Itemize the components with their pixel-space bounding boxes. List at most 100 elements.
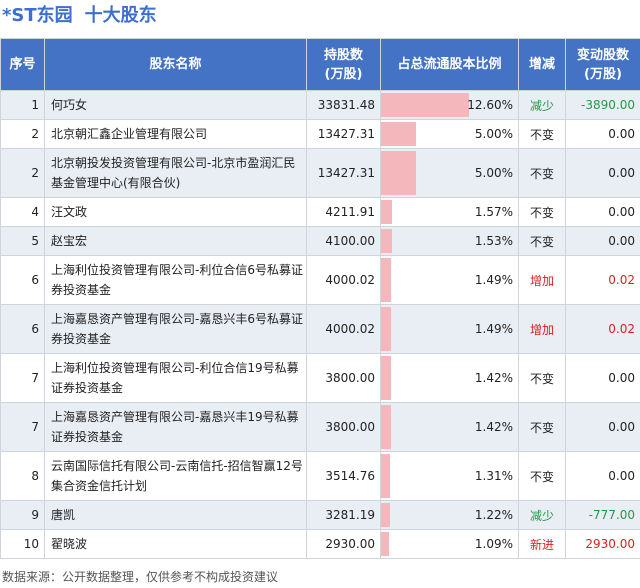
- share-change: -3890.00: [565, 90, 640, 120]
- ratio-value: 5.00%: [474, 166, 513, 180]
- change-status: 不变: [518, 148, 566, 198]
- share-change: 0.02: [565, 255, 640, 305]
- table-row: 7 上海嘉恳资产管理有限公司-嘉恳兴丰19号私募证券投资基金 3800.00 1.42…: [0, 402, 640, 452]
- share-change: 0.00: [565, 402, 640, 452]
- shareholder-name: 上海利位投资管理有限公司-利位合信19号私募证券投资基金: [44, 353, 307, 403]
- row-index: 7: [0, 402, 45, 452]
- row-index: 6: [0, 304, 45, 354]
- share-change: 0.00: [565, 197, 640, 227]
- ratio-cell: 1.49%: [380, 255, 519, 305]
- shares-held: 4000.02: [306, 304, 381, 354]
- shareholder-name: 汪文政: [44, 197, 307, 227]
- shareholder-name: 北京朝汇鑫企业管理有限公司: [44, 119, 307, 149]
- shares-held: 4000.02: [306, 255, 381, 305]
- table-row: 4 汪文政 4211.91 1.57% 不变 0.00: [0, 197, 640, 227]
- share-change: -777.00: [565, 500, 640, 530]
- change-status: 新进: [518, 529, 566, 559]
- table-row: 6 上海嘉恳资产管理有限公司-嘉恳兴丰6号私募证券投资基金 4000.02 1.49%…: [0, 304, 640, 354]
- page-title: *ST东园 十大股东: [2, 2, 157, 32]
- share-change: 0.00: [565, 226, 640, 256]
- ratio-bar: [381, 93, 469, 117]
- ratio-value: 1.42%: [474, 420, 513, 434]
- shares-held: 4211.91: [306, 197, 381, 227]
- row-index: 4: [0, 197, 45, 227]
- section-title: 十大股东: [84, 5, 157, 26]
- ratio-value: 1.49%: [474, 273, 513, 287]
- stock-name: *ST东园: [2, 5, 73, 26]
- ratio-cell: 5.00%: [380, 148, 519, 198]
- header-delta: 变动股数 (万股): [565, 38, 640, 91]
- change-status: 不变: [518, 119, 566, 149]
- change-status: 减少: [518, 500, 566, 530]
- shares-held: 3800.00: [306, 402, 381, 452]
- ratio-bar: [381, 307, 391, 351]
- ratio-cell: 1.09%: [380, 529, 519, 559]
- change-status: 不变: [518, 197, 566, 227]
- header-name: 股东名称: [44, 38, 307, 91]
- table-row: 2 北京朝汇鑫企业管理有限公司 13427.31 5.00% 不变 0.00: [0, 119, 640, 149]
- shareholder-name: 云南国际信托有限公司-云南信托-招信智赢12号集合资金信托计划: [44, 451, 307, 501]
- ratio-value: 5.00%: [474, 127, 513, 141]
- table-row: 7 上海利位投资管理有限公司-利位合信19号私募证券投资基金 3800.00 1.42…: [0, 353, 640, 403]
- shareholder-name: 北京朝投发投资管理有限公司-北京市盈润汇民基金管理中心(有限合伙): [44, 148, 307, 198]
- ratio-cell: 5.00%: [380, 119, 519, 149]
- shares-held: 33831.48: [306, 90, 381, 120]
- ratio-cell: 1.42%: [380, 402, 519, 452]
- change-status: 增加: [518, 255, 566, 305]
- row-index: 8: [0, 451, 45, 501]
- shareholder-name: 上海嘉恳资产管理有限公司-嘉恳兴丰19号私募证券投资基金: [44, 402, 307, 452]
- table-row: 8 云南国际信托有限公司-云南信托-招信智赢12号集合资金信托计划 3514.76 1…: [0, 451, 640, 501]
- share-change: 0.00: [565, 451, 640, 501]
- shareholder-name: 唐凯: [44, 500, 307, 530]
- table-header-row: 序号 股东名称 持股数 (万股) 占总流通股本比例 增减 变动股数 (万股): [0, 38, 640, 91]
- ratio-value: 1.31%: [474, 469, 513, 483]
- ratio-value: 1.57%: [474, 205, 513, 219]
- ratio-value: 1.42%: [474, 371, 513, 385]
- share-change: 0.00: [565, 148, 640, 198]
- table-row: 9 唐凯 3281.19 1.22% 减少 -777.00: [0, 500, 640, 530]
- shares-held: 3281.19: [306, 500, 381, 530]
- shareholder-name: 上海利位投资管理有限公司-利位合信6号私募证券投资基金: [44, 255, 307, 305]
- table-row: 2 北京朝投发投资管理有限公司-北京市盈润汇民基金管理中心(有限合伙) 13427.…: [0, 148, 640, 198]
- table-row: 10 翟晓波 2930.00 1.09% 新进 2930.00: [0, 529, 640, 559]
- change-status: 不变: [518, 402, 566, 452]
- shareholder-table: 序号 股东名称 持股数 (万股) 占总流通股本比例 增减 变动股数 (万股) 1…: [0, 38, 640, 559]
- ratio-bar: [381, 356, 391, 400]
- shares-held: 13427.31: [306, 119, 381, 149]
- header-change: 增减: [518, 38, 566, 91]
- ratio-value: 1.09%: [474, 537, 513, 551]
- ratio-bar: [381, 200, 392, 224]
- change-status: 不变: [518, 353, 566, 403]
- shares-held: 3800.00: [306, 353, 381, 403]
- ratio-cell: 1.31%: [380, 451, 519, 501]
- row-index: 7: [0, 353, 45, 403]
- shareholder-name: 何巧女: [44, 90, 307, 120]
- shares-held: 2930.00: [306, 529, 381, 559]
- change-status: 不变: [518, 451, 566, 501]
- change-status: 不变: [518, 226, 566, 256]
- share-change: 0.00: [565, 353, 640, 403]
- table-row: 1 何巧女 33831.48 12.60% 减少 -3890.00: [0, 90, 640, 120]
- row-index: 9: [0, 500, 45, 530]
- ratio-bar: [381, 151, 416, 195]
- ratio-value: 1.49%: [474, 322, 513, 336]
- shares-held: 13427.31: [306, 148, 381, 198]
- ratio-value: 1.22%: [474, 508, 513, 522]
- share-change: 2930.00: [565, 529, 640, 559]
- share-change: 0.00: [565, 119, 640, 149]
- row-index: 5: [0, 226, 45, 256]
- ratio-cell: 1.49%: [380, 304, 519, 354]
- shareholder-name: 上海嘉恳资产管理有限公司-嘉恳兴丰6号私募证券投资基金: [44, 304, 307, 354]
- shareholder-name: 翟晓波: [44, 529, 307, 559]
- table-row: 6 上海利位投资管理有限公司-利位合信6号私募证券投资基金 4000.02 1.49%…: [0, 255, 640, 305]
- ratio-cell: 1.42%: [380, 353, 519, 403]
- ratio-bar: [381, 405, 391, 449]
- share-change: 0.02: [565, 304, 640, 354]
- ratio-cell: 1.57%: [380, 197, 519, 227]
- row-index: 10: [0, 529, 45, 559]
- header-shares: 持股数 (万股): [306, 38, 381, 91]
- shares-held: 3514.76: [306, 451, 381, 501]
- change-status: 减少: [518, 90, 566, 120]
- ratio-cell: 1.53%: [380, 226, 519, 256]
- ratio-bar: [381, 229, 392, 253]
